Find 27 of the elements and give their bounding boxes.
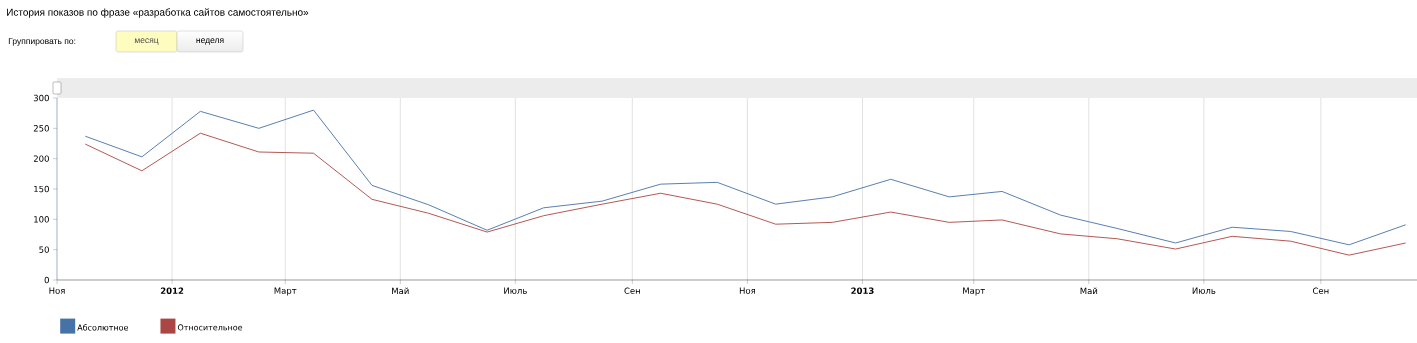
x-tick-label: Ноя — [49, 287, 65, 294]
x-tick-label: Май — [1080, 287, 1098, 295]
legend-label: Относительное — [177, 324, 243, 331]
y-tick-label: 50 — [39, 246, 49, 253]
x-tick-label: Март — [963, 287, 985, 296]
text: неделя — [196, 38, 224, 45]
line-series — [84, 109, 1407, 246]
y-tick-label: 200 — [33, 155, 49, 162]
x-tick-label: Март — [274, 287, 297, 296]
line-series — [84, 132, 1407, 256]
x-tick-label: Май — [392, 287, 409, 295]
x-tick-label: Июль — [1192, 287, 1216, 294]
x-tick-label: 2013 — [851, 287, 874, 294]
y-tick-label: 0 — [44, 276, 49, 284]
x-tick-label: Сен — [1312, 287, 1329, 294]
text: Группировать по: — [8, 38, 76, 46]
chart-title: История показов по фразе «разработка сайтов самостоятельно» — [7, 8, 309, 18]
x-tick-label: Сен — [624, 287, 640, 294]
text: месяц — [134, 38, 159, 45]
y-tick-label: 250 — [33, 125, 49, 132]
y-tick-label: 150 — [34, 185, 49, 193]
x-tick-label: Ноя — [739, 287, 756, 294]
y-tick-label: 300 — [33, 94, 49, 102]
x-tick-label: Июль — [504, 287, 527, 294]
legend-label: Абсолютное — [77, 324, 129, 331]
x-tick-label: 2012 — [160, 287, 184, 294]
y-tick-label: 100 — [34, 216, 49, 223]
